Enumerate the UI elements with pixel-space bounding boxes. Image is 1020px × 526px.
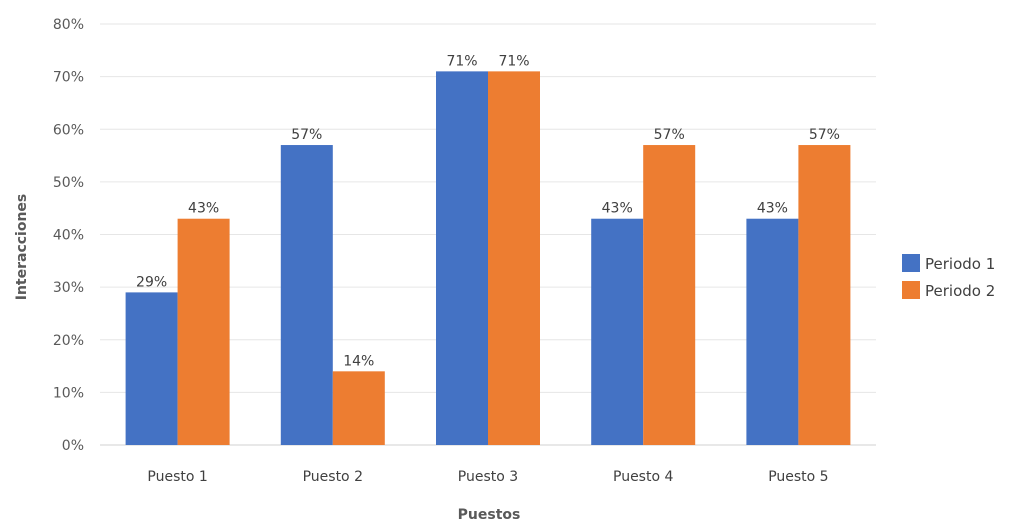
legend-label: Periodo 1 [925,255,995,273]
y-tick-label: 20% [53,333,84,349]
x-tick-label: Puesto 1 [147,469,207,485]
y-tick-label: 0% [62,438,84,454]
x-tick-label: Puesto 4 [613,469,673,485]
y-tick-label: 30% [53,280,84,296]
x-tick-label: Puesto 5 [768,469,828,485]
data-label: 57% [809,127,840,143]
data-label: 71% [446,53,477,69]
legend-swatch [902,254,920,272]
data-label: 29% [136,274,167,290]
bar-2 [332,371,385,445]
y-axis-ticks: 0% 10% 20% 30% 40% 50% 60% 70% 80% [53,17,84,454]
data-label: 43% [188,201,219,217]
data-label: 57% [291,127,322,143]
legend-label: Periodo 2 [925,282,995,300]
data-label: 43% [757,201,788,217]
bar-2 [798,145,851,445]
bar-2 [488,71,540,446]
bar-1 [591,218,644,445]
data-label: 43% [602,201,633,217]
y-tick-label: 80% [53,17,84,33]
y-axis-title: Interacciones [14,194,30,301]
bar-1 [280,145,333,445]
bar-1 [125,292,178,445]
x-tick-label: Puesto 3 [458,469,518,485]
data-label: 14% [343,353,374,369]
bar-1 [436,71,488,446]
data-labels: 29% 43% 57% 14% 71% 71% 43% 57% 43% 57% [136,53,840,369]
legend: Periodo 1 Periodo 2 [902,254,995,300]
x-axis-ticks: Puesto 1 Puesto 2 Puesto 3 Puesto 4 Puesto 5 [147,469,828,485]
y-tick-label: 70% [53,70,84,86]
y-tick-label: 50% [53,175,84,191]
y-tick-label: 60% [53,122,84,138]
bar-2 [643,145,696,445]
y-tick-label: 40% [53,228,84,244]
data-label: 57% [654,127,685,143]
x-tick-label: Puesto 2 [303,469,363,485]
x-axis-title: Puestos [458,507,521,523]
bar-2 [177,218,230,445]
bars [125,71,851,446]
bar-1 [746,218,799,445]
y-tick-label: 10% [53,385,84,401]
legend-swatch [902,281,920,299]
data-label: 71% [498,53,529,69]
